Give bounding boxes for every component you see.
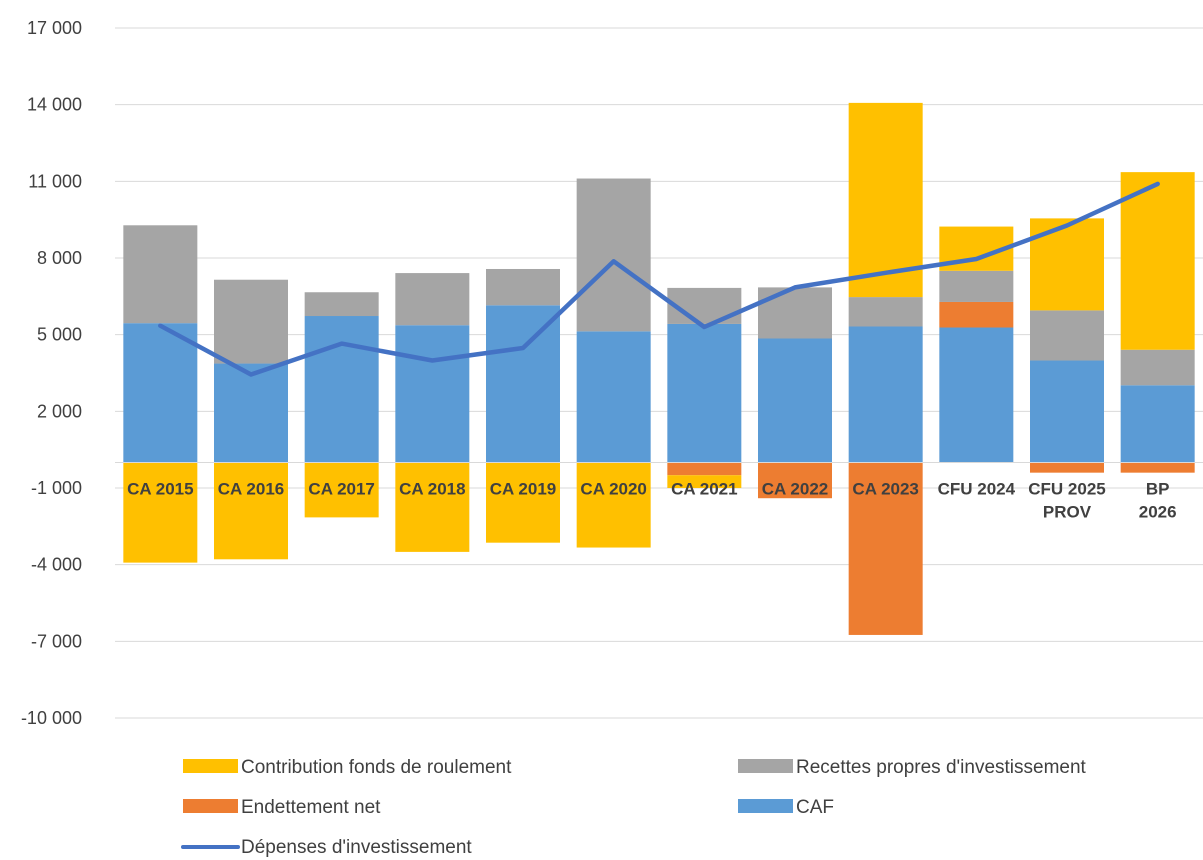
bar-recettes-propres-d-investissement [304,292,379,317]
x-tick-label: CA 2020 [580,479,646,498]
legend-label: Endettement net [241,797,381,818]
bar-recettes-propres-d-investissement [1120,349,1195,386]
bar-recettes-propres-d-investissement [576,178,651,332]
bar-recettes-propres-d-investissement [214,279,288,364]
bar-caf [667,323,742,463]
bar-caf [576,331,651,463]
bar-recettes-propres-d-investissement [395,273,470,326]
bar-recettes-propres-d-investissement [1030,310,1104,361]
y-tick-label: 11 000 [28,171,82,191]
line-series [158,181,1160,377]
bar-endettement-net [939,301,1014,328]
y-tick-label: 17 000 [27,18,82,38]
legend-swatch [183,759,238,773]
bar-endettement-net [848,462,923,635]
bar-caf [939,327,1014,463]
x-tick-label: CA 2021 [671,479,737,498]
legend-label: Dépenses d'investissement [241,837,472,858]
bar-contribution-fonds-de-roulement [848,102,923,298]
bar-contribution-fonds-de-roulement [395,462,470,552]
bar-series [115,102,1203,635]
bar-caf [1120,385,1195,463]
y-tick-label: -10 000 [21,708,82,728]
legend-swatch [738,799,793,813]
bar-endettement-net [1120,462,1195,473]
x-tick-label: BP 2026 [1139,479,1177,521]
bar-contribution-fonds-de-roulement [123,462,198,563]
bar-caf [486,305,560,463]
x-tick-label: CA 2015 [127,479,193,498]
y-tick-label: -4 000 [31,555,82,575]
x-tick-label: CA 2017 [308,479,374,498]
x-tick-label: CA 2022 [762,479,828,498]
y-tick-label: 14 000 [27,95,82,115]
gridlines [115,27,1203,719]
y-tick-label: -1 000 [31,478,82,498]
bar-caf [758,338,832,463]
bar-contribution-fonds-de-roulement [1030,218,1104,311]
x-tick-label: CA 2016 [218,479,284,498]
y-axis-tick-labels: 17 000 14 000 11 000 8 000 5 000 2 000 -1 000 -… [21,18,82,728]
line-depenses-d-investissement [158,181,1160,377]
y-tick-label: -7 000 [31,631,82,651]
y-tick-label: 2 000 [37,401,82,421]
bar-caf [848,326,923,463]
legend-label: CAF [796,797,834,818]
x-axis-tick-labels: CA 2015 CA 2016 CA 2017 CA 2018 CA 2019 CA 20… [127,479,1176,521]
legend-label: Recettes propres d'investissement [796,757,1087,778]
bar-endettement-net [667,462,742,476]
x-tick-label: CFU 2024 [938,479,1016,498]
bar-caf [123,323,198,463]
legend-label: Contribution fonds de roulement [241,757,512,778]
bar-caf [304,316,379,463]
bar-contribution-fonds-de-roulement [304,462,379,518]
legend: Contribution fonds de roulement Recettes … [181,757,1087,858]
bar-contribution-fonds-de-roulement [667,475,742,488]
bar-contribution-fonds-de-roulement [486,462,560,543]
bar-contribution-fonds-de-roulement [1120,172,1195,350]
bar-recettes-propres-d-investissement [486,268,560,306]
bar-recettes-propres-d-investissement [123,225,198,324]
x-tick-label: CA 2023 [852,479,918,498]
bar-contribution-fonds-de-roulement [214,462,288,560]
bar-contribution-fonds-de-roulement [576,462,651,548]
bar-caf [214,363,288,463]
x-tick-label: CA 2018 [399,479,465,498]
bar-caf [395,325,470,463]
legend-swatch [738,759,793,773]
bar-caf [1030,360,1104,463]
bar-endettement-net [1030,462,1104,473]
bar-recettes-propres-d-investissement [758,287,832,339]
x-tick-label: CA 2019 [490,479,556,498]
x-tick-label: CFU 2025 PROV [1028,479,1105,521]
legend-swatch [183,799,238,813]
bar-endettement-net [758,462,832,499]
bar-recettes-propres-d-investissement [848,297,923,327]
bar-recettes-propres-d-investissement [939,270,1014,302]
y-tick-label: 8 000 [37,248,82,268]
y-tick-label: 5 000 [37,325,82,345]
